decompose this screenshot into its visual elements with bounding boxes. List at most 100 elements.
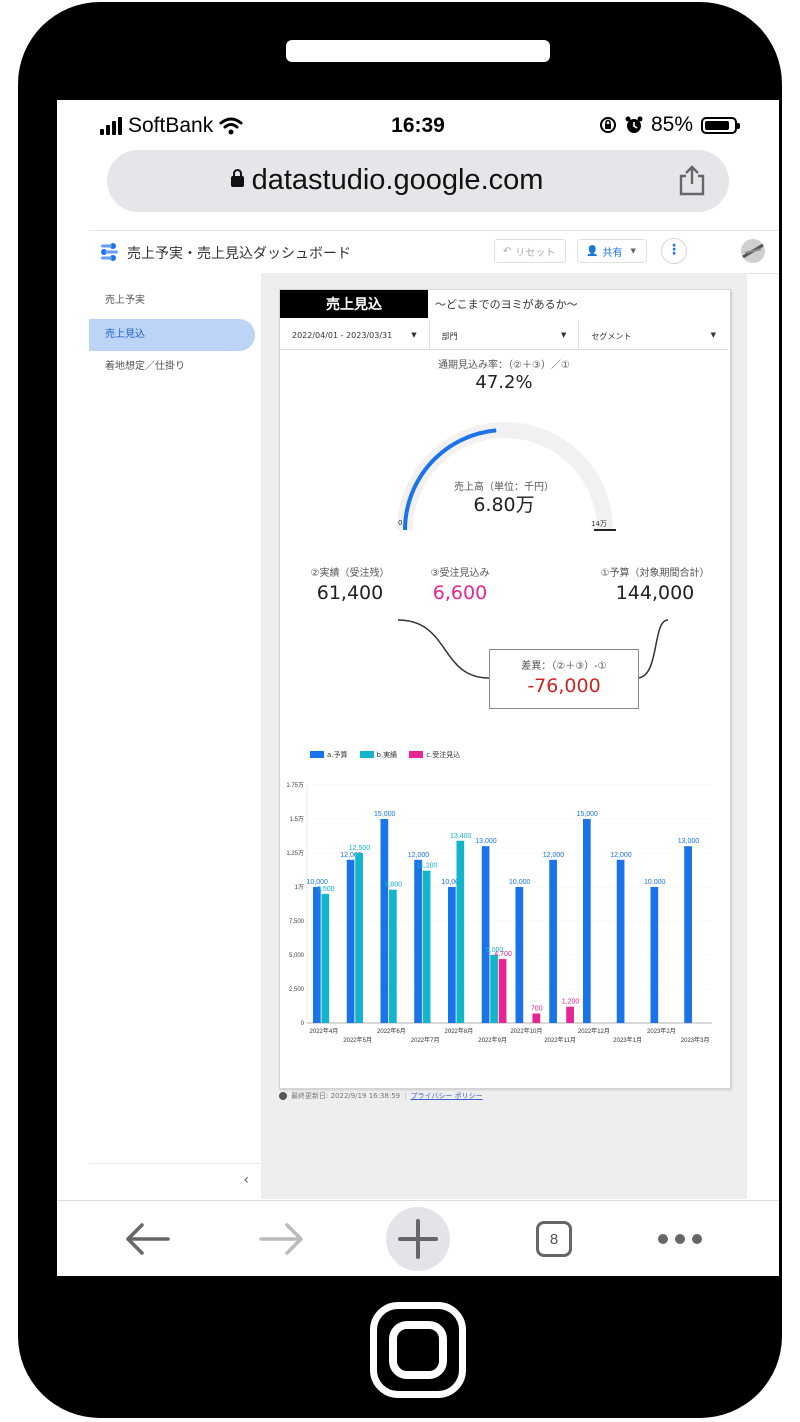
speaker-slot	[286, 40, 550, 62]
bar	[650, 887, 659, 1023]
forward-button[interactable]	[252, 1211, 312, 1267]
legend-item: a.予算	[310, 750, 348, 760]
x-tick-label: 2022年12月	[578, 1027, 610, 1035]
share-label: 共有	[602, 247, 623, 259]
battery-icon	[701, 116, 740, 134]
y-tick-label: 2,500	[289, 987, 305, 993]
kpi-actual-label: ②実績（受注残）	[310, 568, 390, 579]
data-label: 13,000	[475, 838, 497, 845]
x-tick-label: 2022年6月	[377, 1027, 406, 1035]
data-label: 9,800	[384, 882, 402, 889]
legend-swatch	[310, 751, 324, 758]
x-tick-label: 2022年5月	[343, 1036, 372, 1044]
collapse-sidebar-icon[interactable]: ‹	[243, 1172, 249, 1188]
kpi-budget-label: ①予算（対象期間合計）	[600, 568, 710, 579]
connector-lines	[397, 619, 669, 679]
gauge-min: 0	[398, 519, 403, 527]
share-icon[interactable]	[677, 164, 707, 196]
address-bar[interactable]: datastudio.google.com	[107, 150, 729, 212]
date-range-filter[interactable]: 2022/04/01 - 2023/03/31 ▼	[280, 321, 430, 349]
data-studio-logo-icon	[101, 243, 118, 261]
tabs-button[interactable]: 8	[534, 1211, 574, 1267]
rate-value: 47.2%	[475, 372, 533, 393]
difference-label: 差異：（②＋③）-①	[521, 661, 607, 672]
report-page: 売上見込 〜どこまでのヨミがあるか〜 2022/04/01 - 2023/03/…	[279, 289, 731, 1089]
home-button[interactable]	[370, 1302, 466, 1398]
screen: SoftBank 16:39 85%	[57, 100, 779, 1276]
share-button[interactable]: 👤 共有 ▼	[577, 239, 647, 263]
reset-label: リセット	[515, 247, 556, 259]
carrier-label: SoftBank	[128, 114, 214, 137]
more-options-button[interactable]: ⋮	[661, 238, 687, 264]
page-title: 売上見込	[280, 290, 428, 318]
data-label: 13,000	[678, 838, 700, 845]
bar	[566, 1006, 574, 1023]
bar	[380, 819, 389, 1023]
bar	[481, 846, 490, 1023]
legend-label: b.実績	[376, 751, 398, 759]
x-tick-label: 2023年3月	[681, 1036, 710, 1044]
avatar[interactable]	[741, 239, 765, 263]
report-header: 売上予実・売上見込ダッシュボード ↶ リセット 👤 共有 ▼ ⋮	[89, 230, 779, 274]
phone-frame: SoftBank 16:39 85%	[18, 2, 782, 1418]
legend-item: b.実績	[359, 750, 398, 760]
y-tick-label: 1.25万	[286, 850, 304, 857]
reset-button[interactable]: ↶ リセット	[494, 239, 566, 263]
data-label: 700	[531, 1005, 543, 1012]
data-label: 10,000	[509, 879, 531, 886]
privacy-policy-link[interactable]: プライバシー ポリシー	[410, 1092, 483, 1100]
data-label: 10,000	[644, 879, 666, 886]
data-label: 12,500	[349, 845, 371, 852]
sidebar-item-sales-forecast[interactable]: 売上見込	[89, 319, 255, 351]
caret-down-icon: ▼	[560, 331, 567, 339]
back-button[interactable]	[117, 1211, 177, 1267]
x-tick-label: 2022年9月	[478, 1036, 507, 1044]
sidebar-item-landing-estimate[interactable]: 着地想定／仕掛り	[105, 361, 185, 372]
bar	[355, 853, 363, 1023]
department-value: 部門	[441, 332, 458, 341]
clock: 16:39	[391, 114, 445, 137]
gauge-value: 6.80万	[473, 494, 535, 516]
bar	[422, 870, 431, 1023]
report-title: 売上予実・売上見込ダッシュボード	[127, 246, 351, 262]
sales-gauge	[397, 422, 616, 531]
y-tick-label: 0	[301, 1021, 305, 1027]
data-label: 12,000	[610, 852, 632, 859]
difference-value: -76,000	[527, 675, 601, 697]
plus-button-bg	[386, 1207, 450, 1271]
bar	[346, 859, 355, 1023]
kpi-forecast-value: 6,600	[432, 582, 488, 604]
sidebar-footer: ‹	[89, 1163, 261, 1200]
data-label: 15,000	[374, 811, 396, 818]
add-person-icon: 👤	[586, 245, 599, 257]
alarm-icon	[625, 116, 643, 133]
bar	[583, 819, 591, 1023]
bar	[498, 959, 507, 1023]
signal-icon	[100, 117, 122, 135]
y-tick-label: 1.75万	[286, 782, 304, 789]
chart-legend: a.予算 b.実績 c.受注見込	[310, 750, 460, 760]
arrow-right-icon	[259, 1223, 303, 1255]
legend-swatch	[409, 751, 424, 758]
data-label: 1,200	[562, 999, 580, 1006]
x-tick-label: 2023年2月	[647, 1027, 676, 1035]
segment-filter[interactable]: セグメント ▼	[579, 321, 728, 349]
gauge-max: 14万	[591, 520, 607, 528]
sidebar-item-sales-plan[interactable]: 売上予実	[105, 295, 145, 306]
department-filter[interactable]: 部門 ▼	[430, 321, 580, 349]
bar	[389, 889, 397, 1023]
segment-value: セグメント	[591, 332, 632, 341]
data-label: 10,000	[442, 879, 464, 886]
data-label: 9,500	[317, 886, 335, 893]
y-tick-label: 1万	[295, 884, 304, 891]
data-label: 12,000	[408, 852, 430, 859]
rotation-lock-icon	[599, 117, 616, 133]
menu-button[interactable]	[650, 1211, 710, 1267]
new-tab-button[interactable]	[386, 1207, 450, 1271]
data-label: 4,700	[494, 951, 512, 958]
data-label: 12,000	[543, 852, 565, 859]
legend-item: c.受注見込	[409, 750, 460, 760]
gauge-label: 売上高（単位：千円）	[454, 482, 554, 493]
battery-percent: 85%	[650, 113, 693, 136]
legend-swatch	[359, 751, 374, 758]
